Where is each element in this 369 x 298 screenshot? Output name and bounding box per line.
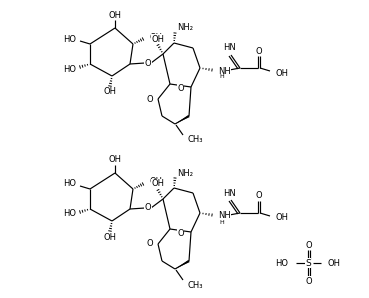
Text: CH₃: CH₃ — [187, 280, 203, 289]
Text: OH: OH — [327, 258, 340, 268]
Text: O: O — [306, 240, 312, 249]
Text: OH: OH — [149, 32, 162, 41]
Text: O: O — [145, 58, 151, 68]
Text: NH: NH — [218, 212, 231, 221]
Text: O: O — [146, 240, 153, 249]
Text: HN: HN — [224, 189, 237, 198]
Text: OH: OH — [108, 156, 121, 164]
Text: O: O — [177, 84, 184, 93]
Text: HO: HO — [63, 209, 76, 218]
Text: HO: HO — [63, 64, 76, 74]
Text: CH₃: CH₃ — [187, 136, 203, 145]
Text: OH: OH — [276, 69, 289, 77]
Text: S: S — [305, 258, 311, 268]
Text: OH: OH — [108, 10, 121, 19]
Polygon shape — [175, 115, 190, 124]
Text: O: O — [177, 229, 184, 238]
Text: O: O — [145, 204, 151, 212]
Text: OH: OH — [103, 88, 117, 97]
Text: OH: OH — [152, 35, 165, 44]
Text: OH: OH — [103, 232, 117, 241]
Text: HO: HO — [275, 258, 288, 268]
Text: HO: HO — [63, 35, 76, 44]
Text: O: O — [306, 277, 312, 285]
Text: O: O — [146, 94, 153, 103]
Text: HN: HN — [224, 44, 237, 52]
Text: NH₂: NH₂ — [177, 168, 193, 178]
Text: H: H — [220, 220, 224, 224]
Text: H: H — [220, 74, 224, 80]
Text: OH: OH — [152, 179, 165, 189]
Text: OH: OH — [276, 213, 289, 223]
Polygon shape — [175, 260, 190, 269]
Text: O: O — [256, 192, 262, 201]
Text: NH: NH — [218, 66, 231, 75]
Text: OH: OH — [149, 178, 162, 187]
Text: HO: HO — [63, 179, 76, 189]
Text: NH₂: NH₂ — [177, 24, 193, 32]
Text: O: O — [256, 46, 262, 55]
